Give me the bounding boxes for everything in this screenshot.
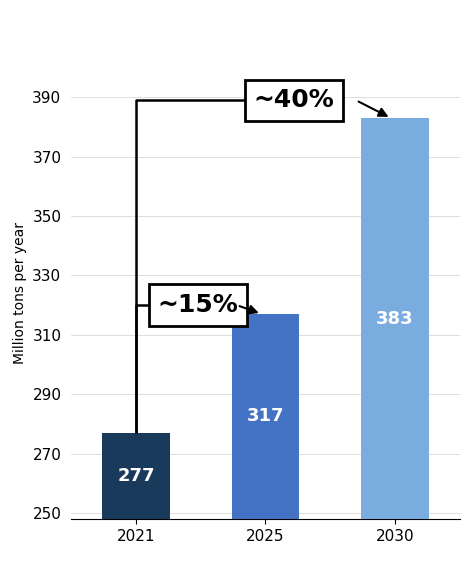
- Text: 277: 277: [117, 467, 155, 485]
- Bar: [232, 314, 299, 519]
- Bar: [361, 118, 428, 519]
- Text: Strong demand growth for LNG lead by Asia: Strong demand growth for LNG lead by Asi…: [37, 21, 437, 36]
- Text: 383: 383: [376, 310, 414, 328]
- Text: ~40%: ~40%: [254, 89, 334, 112]
- Y-axis label: Million tons per year: Million tons per year: [13, 222, 27, 364]
- Text: 317: 317: [246, 407, 284, 425]
- Text: ~15%: ~15%: [158, 293, 238, 317]
- Bar: [102, 433, 170, 519]
